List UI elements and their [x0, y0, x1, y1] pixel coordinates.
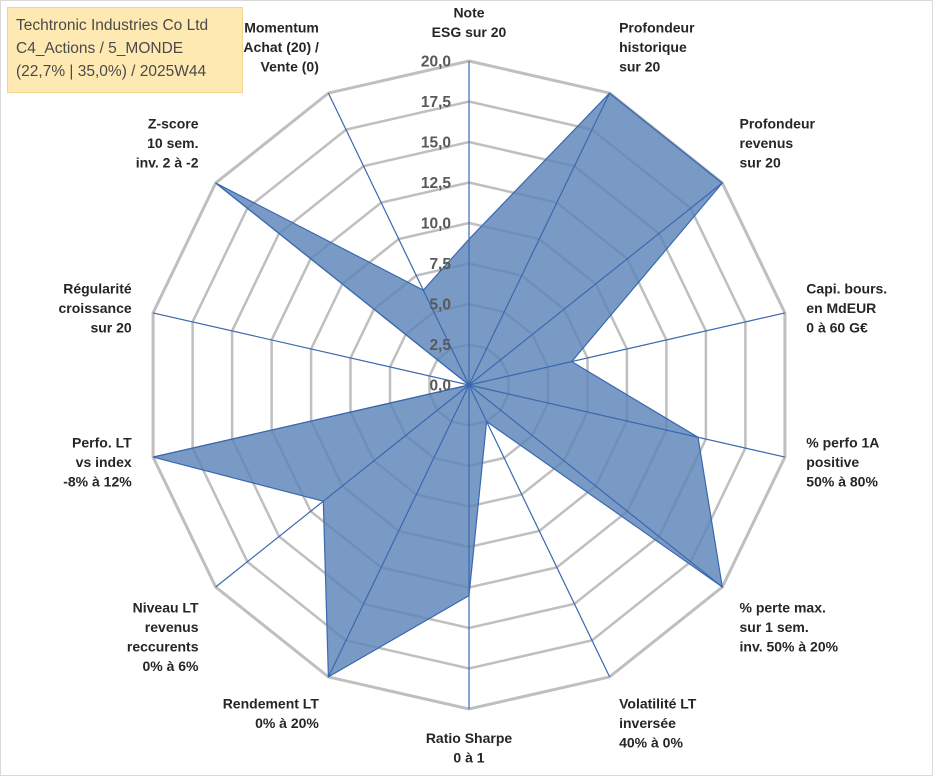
axis-label-line: vs index [76, 454, 132, 470]
axis-label-line: Profondeur [619, 19, 695, 35]
axis-label: Rendement LT 0% à 20% [223, 696, 320, 732]
axis-label: % perte max. sur 1 sem. inv. 50% à 20% [740, 600, 839, 655]
chart-title-period: (22,7% | 35,0%) / 2025W44 [16, 63, 207, 80]
axis-label-line: sur 20 [740, 154, 781, 170]
axis-label-line: Momentum [244, 19, 319, 35]
axis-label-line: inv. 50% à 20% [740, 639, 839, 655]
axis-label-line: revenus [740, 135, 794, 151]
axis-label: Momentum Achat (20) / Vente (0) [243, 19, 319, 74]
axis-label-line: croissance [59, 300, 132, 316]
axis-label-line: sur 20 [90, 320, 131, 336]
axis-label: Ratio Sharpe 0 à 1 [426, 730, 513, 766]
axis-label-line: Vente (0) [261, 58, 319, 74]
tick-label: 12,5 [421, 175, 452, 192]
axis-spoke [327, 384, 470, 678]
chart-title-category: C4_Actions / 5_MONDE [16, 40, 184, 57]
axis-spoke [215, 384, 470, 588]
axis-spoke [468, 384, 611, 678]
axis-label-line: Perfo. LT [72, 435, 132, 451]
tick-label: 0,0 [429, 378, 451, 395]
axis-label-line: 40% à 0% [619, 735, 683, 751]
axis-label: Capi. bours. en MdEUR 0 à 60 G€ [806, 281, 887, 336]
axis-label-line: reccurents [127, 639, 199, 655]
chart-title-box: Techtronic Industries Co Ltd C4_Actions … [7, 7, 243, 93]
axis-label: Niveau LT revenus reccurents 0% à 6% [127, 600, 199, 675]
axis-spoke [215, 182, 470, 386]
axis-label-line: 0 à 1 [453, 750, 484, 766]
axis-spoke [468, 384, 786, 458]
axis-label-line: Rendement LT [223, 696, 320, 712]
axis-label-line: 0 à 60 G€ [806, 320, 868, 336]
chart-title-company: Techtronic Industries Co Ltd [16, 17, 209, 34]
tick-label: 7,5 [429, 256, 451, 273]
axis-label-line: -8% à 12% [63, 474, 132, 490]
axis-spoke [468, 182, 723, 386]
axis-label-line: en MdEUR [806, 300, 876, 316]
axis-label: Volatilité LT inversée 40% à 0% [619, 696, 697, 751]
axis-label: Profondeur historique sur 20 [619, 19, 695, 74]
tick-label: 5,0 [429, 297, 451, 314]
tick-label: 15,0 [421, 135, 451, 152]
axis-label-line: Volatilité LT [619, 696, 697, 712]
axis-label: Régularité croissance sur 20 [59, 281, 132, 336]
axis-label-line: Note [453, 5, 484, 21]
axis-label: Perfo. LT vs index -8% à 12% [63, 435, 132, 490]
axis-label: Note ESG sur 20 [432, 5, 507, 41]
axis-spoke [468, 312, 786, 386]
axis-label-line: 50% à 80% [806, 474, 878, 490]
axis-label-line: revenus [145, 619, 199, 635]
axis-label-line: Niveau LT [133, 600, 199, 616]
axis-spoke [152, 312, 470, 386]
axis-label-line: inversée [619, 715, 676, 731]
axis-label: % perfo 1A positive 50% à 80% [806, 435, 879, 490]
axis-label-line: historique [619, 39, 687, 55]
axis-label: Z-score 10 sem. inv. 2 à -2 [136, 115, 199, 170]
axis-label-line: sur 20 [619, 58, 660, 74]
tick-label: 2,5 [429, 337, 451, 354]
axis-label-line: % perfo 1A [806, 435, 879, 451]
axis-label-line: 0% à 6% [142, 658, 199, 674]
axis-spoke [468, 384, 723, 588]
tick-label: 20,0 [421, 54, 451, 71]
axis-label-line: Ratio Sharpe [426, 730, 513, 746]
tick-label: 10,0 [421, 216, 451, 233]
axis-label-line: Achat (20) / [243, 39, 319, 55]
axis-spoke [327, 92, 470, 386]
axis-label-line: sur 1 sem. [740, 619, 809, 635]
axis-label-line: inv. 2 à -2 [136, 154, 199, 170]
axis-label: Profondeur revenus sur 20 [740, 115, 816, 170]
axis-label-line: Profondeur [740, 115, 816, 131]
axis-label-line: % perte max. [740, 600, 826, 616]
axis-label-line: ESG sur 20 [432, 24, 507, 40]
axis-label-line: Régularité [63, 281, 132, 297]
axis-label-line: positive [806, 454, 859, 470]
axis-label-line: Capi. bours. [806, 281, 887, 297]
axis-label-line: Z-score [148, 115, 199, 131]
axis-spoke [152, 384, 470, 458]
axis-spoke [468, 92, 611, 386]
axis-label-line: 0% à 20% [255, 715, 319, 731]
axis-label-line: 10 sem. [147, 135, 198, 151]
tick-label: 17,5 [421, 94, 452, 111]
